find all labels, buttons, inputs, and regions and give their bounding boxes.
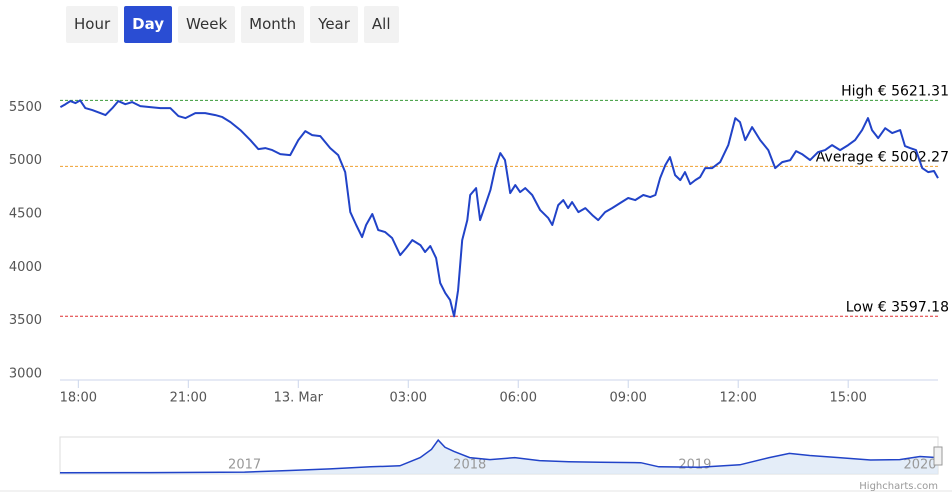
range-button[interactable]: Day [124,6,173,43]
x-tick-label: 09:00 [609,391,646,406]
navigator-line [59,438,939,474]
range-selector: Hour Day Week Month Year All [66,6,399,43]
range-button[interactable]: Year [310,6,358,43]
y-tick-label: 4000 [9,260,42,275]
credits: Highcharts.com [859,481,938,492]
navigator-year: 2020 [903,458,936,473]
navigator-year: 2017 [228,458,261,473]
x-tick-label: 12:00 [719,391,756,406]
x-tick-label: 06:00 [500,391,537,406]
y-tick-label: 4500 [9,207,42,222]
navigator-year: 2018 [453,458,486,473]
y-tick-label: 5500 [9,100,42,115]
x-tick-label: 03:00 [390,391,427,406]
x-tick-label: 15:00 [829,391,866,406]
navigator-area [60,440,938,474]
navigator-handle [933,446,943,466]
x-tick-label: 18:00 [60,391,97,406]
y-tick-label: 3500 [9,313,42,328]
y-tick-label: 3000 [9,367,42,382]
navigator-year: 2019 [678,458,711,473]
price-line [59,99,939,318]
range-button[interactable]: Month [241,6,305,43]
range-button[interactable]: All [363,6,399,43]
y-tick-label: 5000 [9,153,42,168]
plot-line-label: Average € 5002.27 [816,149,949,165]
x-tick-label: 21:00 [170,391,207,406]
range-button[interactable]: Week [178,6,236,43]
range-button[interactable]: Hour [66,6,119,43]
x-tick-label: 13. Mar [274,391,324,406]
plot-line-label: Low € 3597.18 [846,299,949,315]
plot-line-label: High € 5621.31 [841,83,949,99]
